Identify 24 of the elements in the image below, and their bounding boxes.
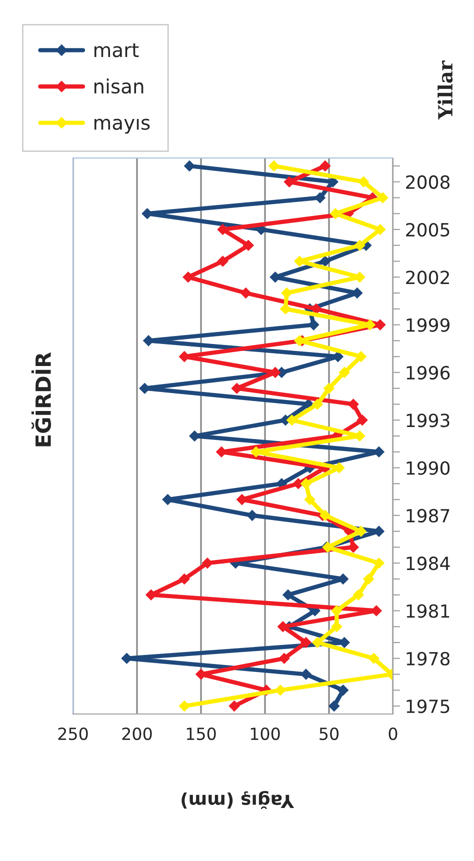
y-tick-label: 2005 bbox=[406, 222, 450, 237]
y-tick-label: 1978 bbox=[406, 652, 450, 666]
x-tick-label: 200 bbox=[122, 727, 152, 740]
text: EĞİRDİR bbox=[31, 352, 52, 446]
y-tick-label: 1981 bbox=[406, 604, 450, 618]
legend-label: mart bbox=[94, 43, 139, 58]
legend-label: nisan bbox=[94, 78, 144, 94]
x-tick-label: 150 bbox=[186, 727, 216, 740]
y-tick-label: 1993 bbox=[406, 414, 450, 428]
y-tick-label: 2002 bbox=[406, 270, 449, 284]
y-tick-label: 2008 bbox=[406, 175, 450, 189]
y-tick-label: 1996 bbox=[406, 366, 450, 380]
y-axis-title: Yillar bbox=[438, 60, 453, 120]
y-tick-label: 1984 bbox=[406, 556, 450, 570]
y-tick-label: 1975 bbox=[406, 700, 450, 714]
y-tick-label: 1990 bbox=[406, 461, 450, 475]
x-tick-label: 250 bbox=[58, 727, 88, 740]
x-tick-label: 0 bbox=[388, 727, 398, 740]
x-tick-label: 50 bbox=[320, 727, 338, 740]
x-axis-title: Yağış (mm) bbox=[182, 790, 294, 810]
y-tick-label: 1999 bbox=[406, 318, 450, 332]
x-tick-label: 100 bbox=[250, 727, 280, 740]
y-tick-label: 1987 bbox=[406, 508, 450, 523]
legend-label: mayıs bbox=[94, 118, 150, 134]
